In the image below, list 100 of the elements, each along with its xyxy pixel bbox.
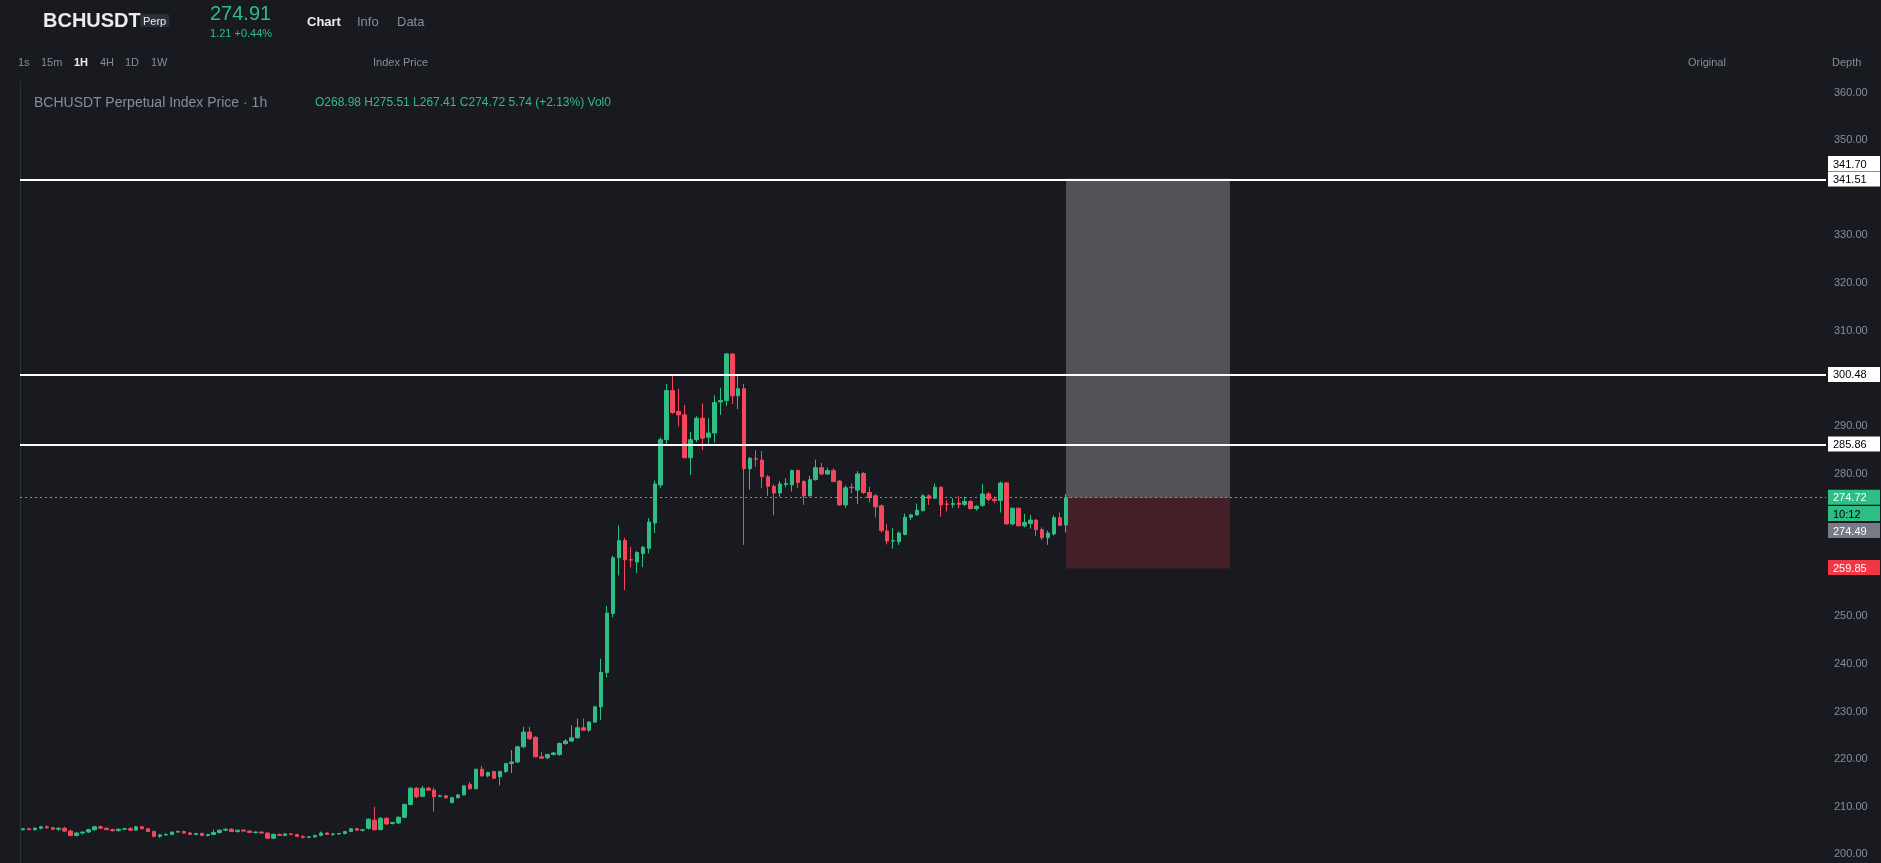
candlestick xyxy=(951,497,955,509)
text: 4H xyxy=(100,55,115,68)
candlestick xyxy=(450,796,454,804)
candlestick xyxy=(319,831,323,837)
candlestick xyxy=(748,456,752,491)
text: 1s xyxy=(18,55,31,68)
candlestick xyxy=(349,827,353,833)
text: Original xyxy=(1688,55,1726,68)
candlestick xyxy=(492,770,496,780)
candlestick xyxy=(39,825,43,830)
candlestick xyxy=(772,483,776,516)
candlestick xyxy=(51,826,55,831)
candlestick xyxy=(617,524,621,576)
y-tick-label: 240.00 xyxy=(1834,656,1868,669)
candlestick xyxy=(730,352,735,405)
candlestick xyxy=(289,832,293,836)
candlestick xyxy=(605,605,609,678)
candlestick xyxy=(915,502,919,517)
candlestick xyxy=(909,513,913,521)
candlestick xyxy=(891,527,895,550)
text: 1H xyxy=(74,55,89,68)
candlestick xyxy=(188,831,192,836)
candlestick xyxy=(784,477,788,488)
candlestick xyxy=(283,832,287,837)
candlestick xyxy=(790,469,794,493)
candlestick xyxy=(170,831,174,836)
candlestick xyxy=(754,449,758,468)
y-tick-label: 250.00 xyxy=(1834,609,1868,622)
ref-line-label: 274.72 xyxy=(1833,491,1867,504)
text: 259.85 xyxy=(1833,561,1867,574)
candlestick xyxy=(819,462,824,476)
candlestick xyxy=(176,830,180,834)
candlestick xyxy=(599,658,603,721)
y-tick-label: 360.00 xyxy=(1834,85,1868,98)
candlestick xyxy=(498,770,502,786)
candlestick xyxy=(802,479,806,506)
candlestick xyxy=(945,499,949,513)
candlestick xyxy=(307,835,311,839)
candlestick xyxy=(134,825,138,832)
text: 341.70 xyxy=(1833,157,1867,170)
candlestick xyxy=(325,831,329,836)
candlestick xyxy=(456,793,460,799)
candlestick xyxy=(182,830,186,834)
candlestick xyxy=(21,827,25,832)
y-tick-label: 330.00 xyxy=(1834,228,1868,241)
y-tick-label: 200.00 xyxy=(1834,847,1868,860)
text: 274.91 xyxy=(210,2,272,24)
candlestick xyxy=(277,832,282,837)
candlestick xyxy=(480,765,484,778)
candlestick xyxy=(27,827,31,831)
candlestick xyxy=(778,480,782,498)
candlestick xyxy=(1034,518,1038,537)
text: BCHUSDT xyxy=(43,9,141,31)
candlestick xyxy=(1058,512,1062,527)
candlestick xyxy=(629,546,633,568)
candlestick xyxy=(253,831,258,834)
candlestick xyxy=(343,830,347,835)
text: Depth xyxy=(1832,55,1862,68)
candlestick xyxy=(229,827,234,833)
candlestick xyxy=(295,833,299,838)
y-tick-label: 210.00 xyxy=(1834,799,1868,812)
candlestick xyxy=(903,512,907,536)
candlestick xyxy=(623,537,627,591)
text: 1.21 +0.44% xyxy=(210,26,273,39)
text: Chart xyxy=(307,14,342,29)
candlestick xyxy=(611,555,615,618)
candlestick xyxy=(372,806,377,832)
candlestick xyxy=(849,482,854,494)
text: Data xyxy=(397,14,426,29)
text: 274.49 xyxy=(1833,524,1867,537)
candlestick xyxy=(968,499,973,510)
candlestick xyxy=(355,827,359,832)
candlestick xyxy=(897,531,901,546)
candlestick xyxy=(796,469,800,489)
candlestick xyxy=(45,824,49,830)
candlestick xyxy=(140,825,144,830)
text: O268.98 H275.51 L267.41 C274.72 5.74 (+2.13%) Vol0 xyxy=(315,95,612,109)
candlestick xyxy=(1004,481,1009,525)
candlestick xyxy=(1010,507,1015,526)
y-tick-label: 310.00 xyxy=(1834,323,1868,336)
text: Perp xyxy=(143,14,167,27)
candlestick xyxy=(378,816,383,831)
candlestick xyxy=(468,781,472,791)
candlestick xyxy=(957,495,961,509)
candlestick xyxy=(647,517,651,554)
candlestick xyxy=(420,785,425,798)
text: Index Price xyxy=(373,55,429,68)
ref-line-label: 300.48 xyxy=(1833,368,1867,381)
candlestick xyxy=(1046,530,1050,546)
candlestick xyxy=(974,504,979,512)
candlestick xyxy=(1052,514,1056,536)
candlestick xyxy=(146,827,150,833)
candlestick xyxy=(766,474,770,497)
text: 1W xyxy=(151,55,169,68)
candlestick xyxy=(581,718,586,732)
candlestick xyxy=(194,832,198,836)
candlestick xyxy=(760,450,764,489)
y-tick-label: 350.00 xyxy=(1834,133,1868,146)
candlestick xyxy=(641,545,645,568)
text: BCHUSDT Perpetual Index Price · 1h xyxy=(34,94,268,110)
